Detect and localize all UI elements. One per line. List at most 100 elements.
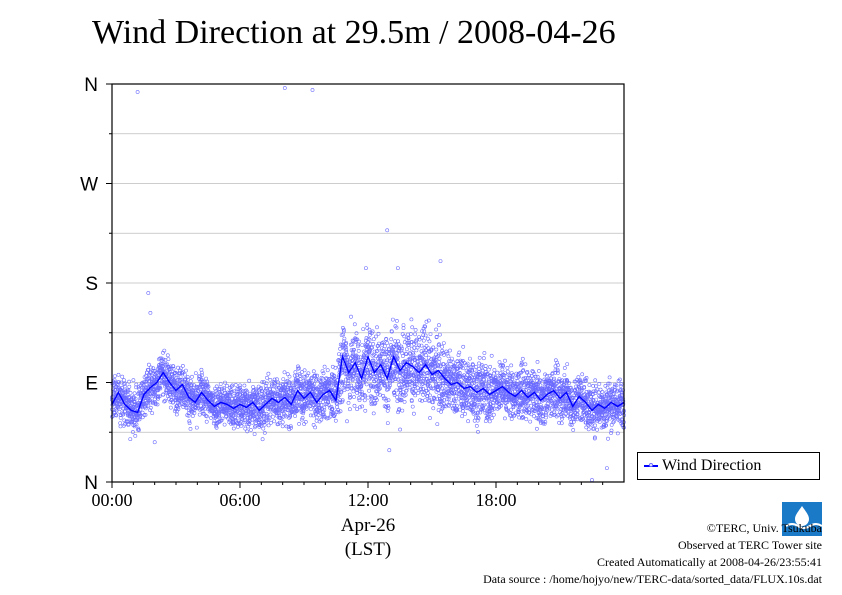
scatter-point [233, 416, 238, 421]
scatter-point [148, 405, 153, 410]
scatter-point [416, 379, 421, 384]
scatter-point [202, 404, 207, 409]
scatter-point [352, 374, 357, 378]
scatter-point [260, 408, 265, 413]
scatter-point [434, 327, 439, 332]
scatter-point [357, 398, 362, 403]
y-tick-label: S [85, 274, 98, 295]
scatter-point [259, 416, 263, 421]
scatter-point [449, 370, 454, 375]
scatter-point [457, 350, 462, 355]
scatter-point [161, 357, 166, 362]
scatter-point [144, 377, 149, 382]
scatter-point [149, 365, 153, 370]
scatter-point [448, 348, 452, 353]
scatter-point [467, 356, 472, 361]
scatter-point [264, 381, 269, 386]
scatter-point [413, 332, 418, 337]
scatter-point [352, 322, 357, 327]
scatter-point [398, 427, 403, 432]
scatter-point [259, 388, 264, 393]
scatter-point [474, 364, 479, 369]
scatter-point [459, 365, 463, 370]
scatter-point [391, 345, 396, 350]
scatter-point [294, 409, 299, 414]
scatter-point [117, 380, 121, 385]
scatter-point [437, 376, 442, 381]
scatter-point [268, 405, 273, 409]
scatter-point [415, 385, 420, 390]
scatter-point [401, 326, 406, 331]
scatter-point [347, 395, 352, 400]
scatter-point [394, 318, 399, 323]
scatter-point [371, 337, 376, 342]
scatter-point [242, 422, 247, 427]
scatter-point [148, 400, 153, 405]
scatter-point [302, 368, 307, 373]
scatter-point [458, 407, 463, 412]
scatter-point [365, 322, 370, 327]
scatter-point [407, 385, 412, 390]
scatter-point [287, 415, 292, 420]
scatter-point [205, 382, 210, 387]
scatter-point [381, 379, 385, 384]
scatter-point [476, 416, 481, 421]
scatter-point [238, 383, 242, 388]
scatter-point [345, 381, 350, 386]
scatter-point [437, 356, 442, 361]
scatter-point [187, 419, 192, 424]
scatter-point [304, 384, 309, 389]
scatter-point [409, 399, 414, 404]
scatter-point [407, 380, 412, 384]
scatter-point [399, 348, 404, 353]
scatter-point [303, 419, 308, 424]
scatter-point [428, 332, 433, 337]
scatter-point [441, 350, 445, 355]
scatter-point [425, 359, 430, 364]
scatter-point [308, 381, 313, 385]
scatter-point [379, 352, 384, 357]
scatter-point [185, 377, 190, 382]
scatter-point [315, 402, 320, 407]
scatter-point [470, 378, 475, 383]
scatter-point [199, 406, 204, 411]
scatter-point [446, 354, 451, 359]
scatter-point [450, 372, 455, 377]
scatter-point [342, 384, 347, 389]
scatter-point [377, 346, 382, 351]
scatter-point [348, 373, 353, 378]
scatter-point [332, 412, 337, 417]
scatter-point [432, 368, 437, 373]
scatter-point [385, 358, 390, 363]
scatter-point [199, 377, 204, 382]
scatter-point [242, 418, 247, 422]
scatter-point [410, 378, 415, 383]
scatter-point [334, 381, 338, 386]
scatter-point [384, 363, 389, 368]
scatter-point [312, 382, 317, 387]
scatter-point [132, 391, 137, 396]
scatter-point [167, 370, 172, 374]
scatter-point [402, 399, 407, 404]
scatter-point [338, 409, 343, 414]
scatter-point [362, 377, 367, 381]
scatter-point [437, 402, 442, 407]
scatter-point [231, 426, 236, 431]
scatter-point [187, 421, 192, 426]
scatter-point [168, 405, 173, 410]
scatter-point [153, 390, 157, 395]
scatter-point [318, 380, 323, 385]
scatter-point [270, 384, 274, 389]
scatter-point [281, 382, 286, 387]
scatter-point [269, 420, 273, 425]
scatter-point [147, 374, 152, 378]
scatter-point [461, 344, 466, 349]
scatter-point [321, 400, 326, 404]
scatter-point [288, 424, 293, 429]
scatter-point [151, 366, 156, 371]
scatter-point [117, 409, 122, 414]
scatter-point [421, 333, 426, 338]
scatter-point [399, 397, 404, 402]
scatter-point [287, 381, 292, 386]
scatter-point [381, 340, 386, 345]
